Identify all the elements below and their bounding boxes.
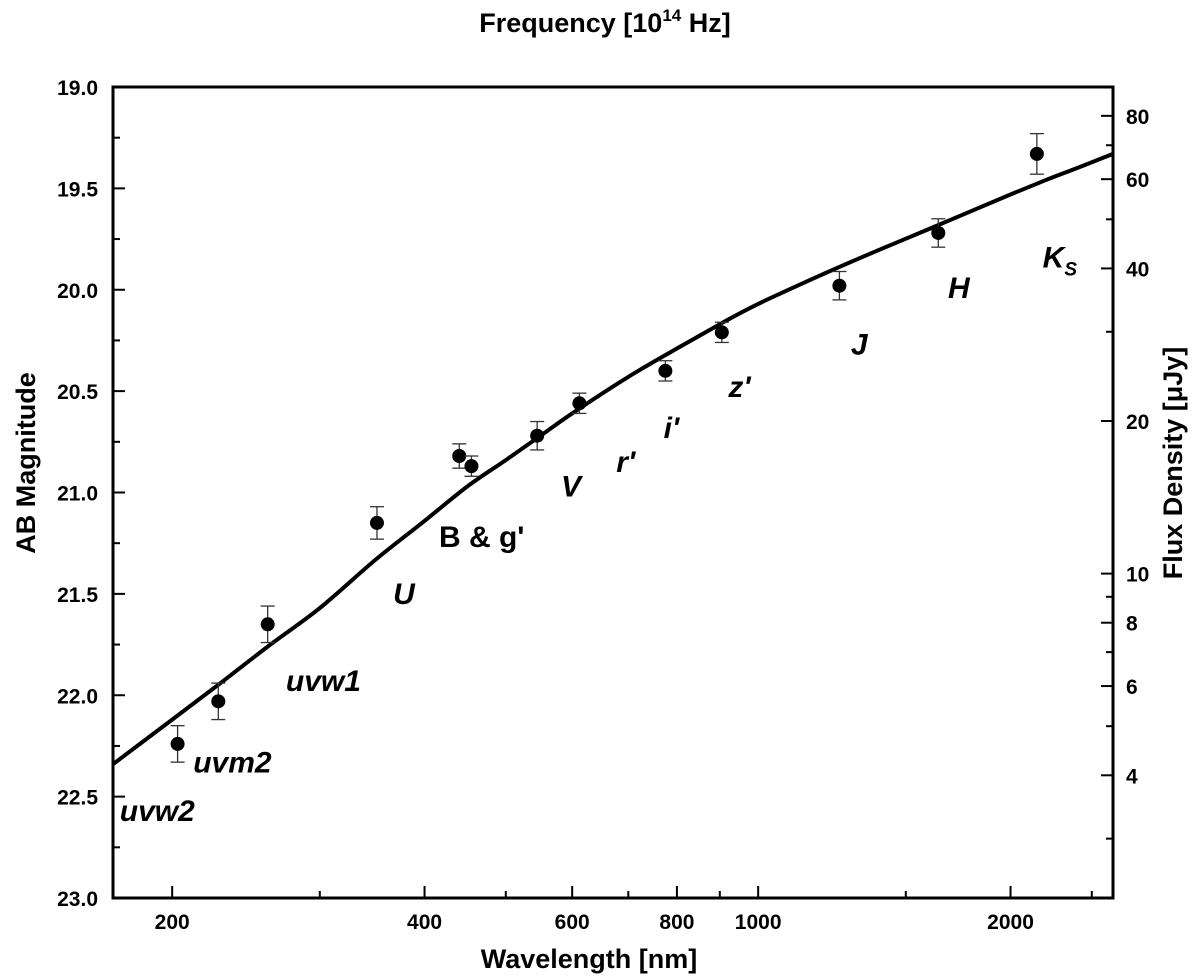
data-point — [832, 278, 847, 293]
plot-frame — [111, 85, 1115, 900]
data-point — [572, 396, 587, 411]
data-point — [530, 428, 545, 443]
data-point — [931, 225, 946, 240]
x-tick-label: 600 — [555, 911, 590, 934]
band-label: KS — [1043, 241, 1078, 280]
y2-tick-label: 40 — [1126, 258, 1149, 281]
band-label: U — [393, 578, 416, 611]
y-tick-label: 22.5 — [57, 787, 98, 810]
y-tick-label: 21.0 — [57, 483, 98, 506]
y2-tick-label: 60 — [1126, 169, 1149, 192]
band-label: uvm2 — [193, 746, 272, 779]
data-point — [260, 617, 275, 632]
ticks-layer: 200400600800100020001710987654321.219.01… — [57, 77, 1149, 934]
y2-tick-label: 8 — [1126, 613, 1138, 636]
data-point — [658, 363, 673, 378]
y2-tick-label: 20 — [1126, 411, 1149, 434]
band-label: i' — [664, 412, 680, 445]
x2-axis-title: Frequency [1014 Hz] — [479, 6, 731, 38]
x2-axis-title-unit: Hz] — [681, 8, 731, 38]
y2-tick-label: 80 — [1126, 106, 1149, 129]
points-layer — [170, 132, 1044, 763]
y-tick-label: 20.0 — [57, 280, 98, 303]
data-point — [452, 449, 467, 464]
data-point — [714, 325, 729, 340]
data-point — [1029, 146, 1044, 161]
band-label: r' — [616, 446, 636, 479]
band-label: uvw1 — [286, 665, 361, 698]
data-point — [464, 459, 479, 474]
x-tick-label: 2000 — [987, 911, 1034, 934]
x2-axis-title-main: Frequency [10 — [479, 8, 662, 38]
band-label: V — [561, 471, 584, 504]
band-label: z' — [727, 371, 751, 404]
band-label: J — [851, 329, 869, 362]
band-label: B & g' — [439, 521, 524, 554]
y2-tick-label: 10 — [1126, 564, 1149, 587]
x-tick-label: 400 — [407, 911, 442, 934]
y2-tick-label: 6 — [1126, 676, 1138, 699]
y-tick-label: 19.5 — [57, 178, 98, 201]
band-label: uvw2 — [120, 795, 195, 828]
y-axis-title: AB Magnitude — [11, 372, 41, 554]
y2-axis-title: Flux Density [μJy] — [1158, 347, 1188, 580]
band-label-subscript: S — [1064, 259, 1077, 280]
curve-layer — [111, 152, 1114, 766]
model-curve — [111, 152, 1114, 766]
labels-layer: uvw2 uvm2 uvw1 U B & g' Vr' i' z' J H KS — [120, 241, 1078, 828]
data-point — [211, 694, 226, 709]
x-tick-label: 800 — [659, 911, 694, 934]
y-tick-label: 21.5 — [57, 584, 98, 607]
y2-tick-label: 4 — [1126, 765, 1138, 788]
x-tick-label: 200 — [155, 911, 190, 934]
x2-axis-title-exponent: 14 — [662, 6, 681, 25]
x-tick-label: 1000 — [735, 911, 782, 934]
x-axis-title: Wavelength [nm] — [481, 944, 698, 974]
band-label: H — [948, 272, 971, 305]
y-tick-label: 23.0 — [57, 888, 98, 911]
data-point — [369, 515, 384, 530]
band-label-main: K — [1043, 241, 1067, 274]
y-tick-label: 19.0 — [57, 77, 98, 100]
y-tick-label: 22.0 — [57, 685, 98, 708]
y-tick-label: 20.5 — [57, 381, 98, 404]
data-point — [170, 736, 185, 751]
